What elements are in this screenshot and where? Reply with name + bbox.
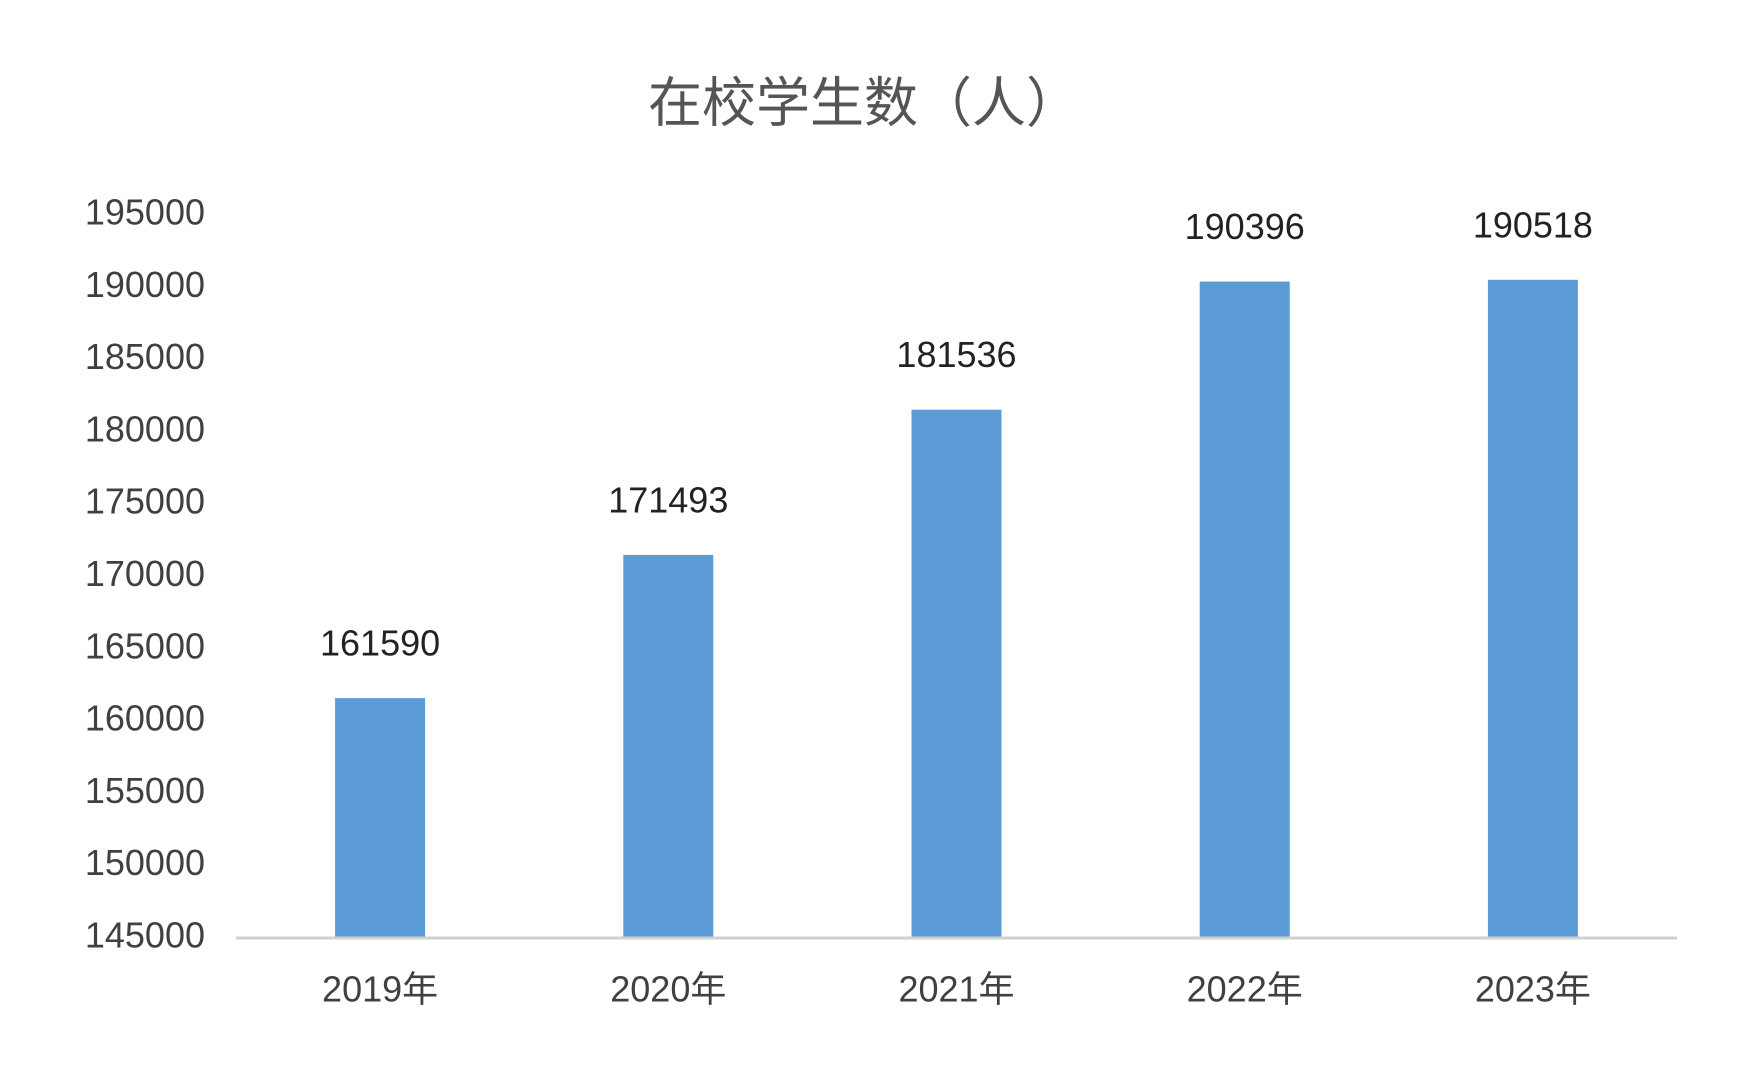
- y-tick-label: 165000: [85, 625, 205, 666]
- y-tick-label: 150000: [85, 842, 205, 883]
- x-tick-label: 2021年: [898, 969, 1014, 1010]
- x-tick-label: 2022年: [1187, 969, 1303, 1010]
- y-tick-label: 190000: [85, 264, 205, 305]
- bar: [1487, 279, 1578, 939]
- bar: [335, 698, 426, 938]
- x-tick-label: 2020年: [610, 969, 726, 1010]
- y-tick-label: 160000: [85, 698, 205, 739]
- y-tick-label: 175000: [85, 481, 205, 522]
- y-tick-label: 145000: [85, 915, 205, 956]
- y-tick-label: 195000: [85, 192, 205, 233]
- value-label: 181536: [896, 334, 1016, 375]
- value-label: 171493: [608, 479, 728, 520]
- bar: [911, 409, 1002, 938]
- bar: [623, 554, 714, 938]
- x-tick-label: 2019年: [322, 969, 438, 1010]
- bar: [1199, 281, 1290, 938]
- value-label: 161590: [320, 623, 440, 664]
- value-label: 190396: [1185, 206, 1305, 247]
- y-tick-label: 185000: [85, 336, 205, 377]
- value-label: 190518: [1473, 204, 1593, 245]
- chart-title: 在校学生数（人）: [648, 73, 1080, 133]
- y-tick-label: 180000: [85, 408, 205, 449]
- y-tick-label: 170000: [85, 553, 205, 594]
- y-tick-label: 155000: [85, 770, 205, 811]
- x-tick-label: 2023年: [1475, 969, 1591, 1010]
